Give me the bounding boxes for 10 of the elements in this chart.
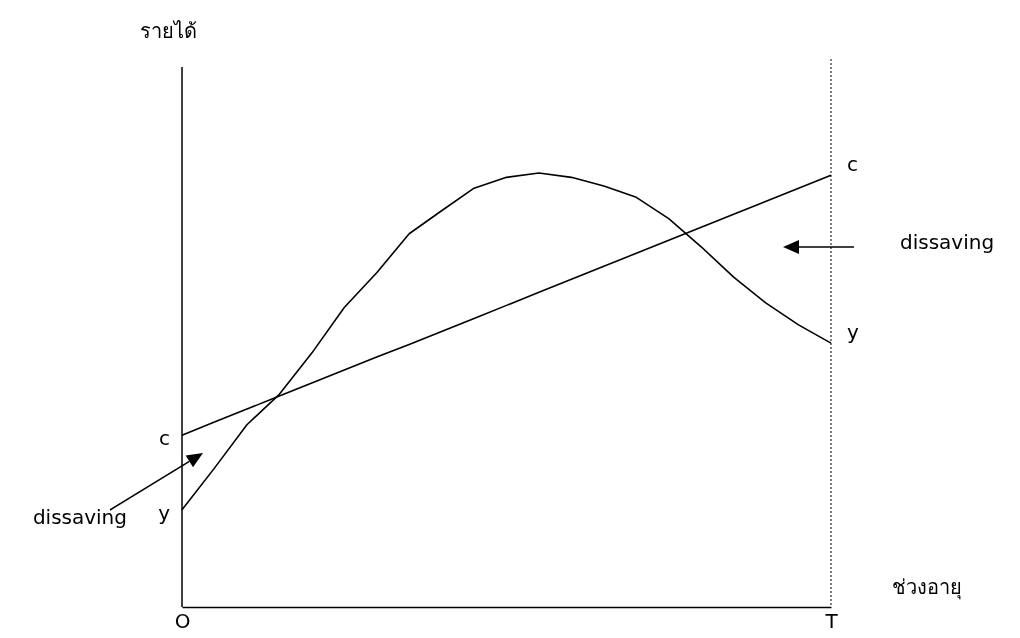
series-label: y (158, 500, 171, 525)
text: dissaving (32, 505, 127, 529)
text: dissaving (900, 230, 995, 254)
text: c (847, 152, 858, 177)
x-axis-title: ช่วงอายุ (891, 574, 962, 600)
x-tick-label: T (824, 608, 839, 633)
text: y (847, 320, 859, 345)
text: รายได้ (140, 19, 197, 43)
series-label: c (159, 426, 170, 451)
x-tick-label: O (174, 608, 191, 633)
